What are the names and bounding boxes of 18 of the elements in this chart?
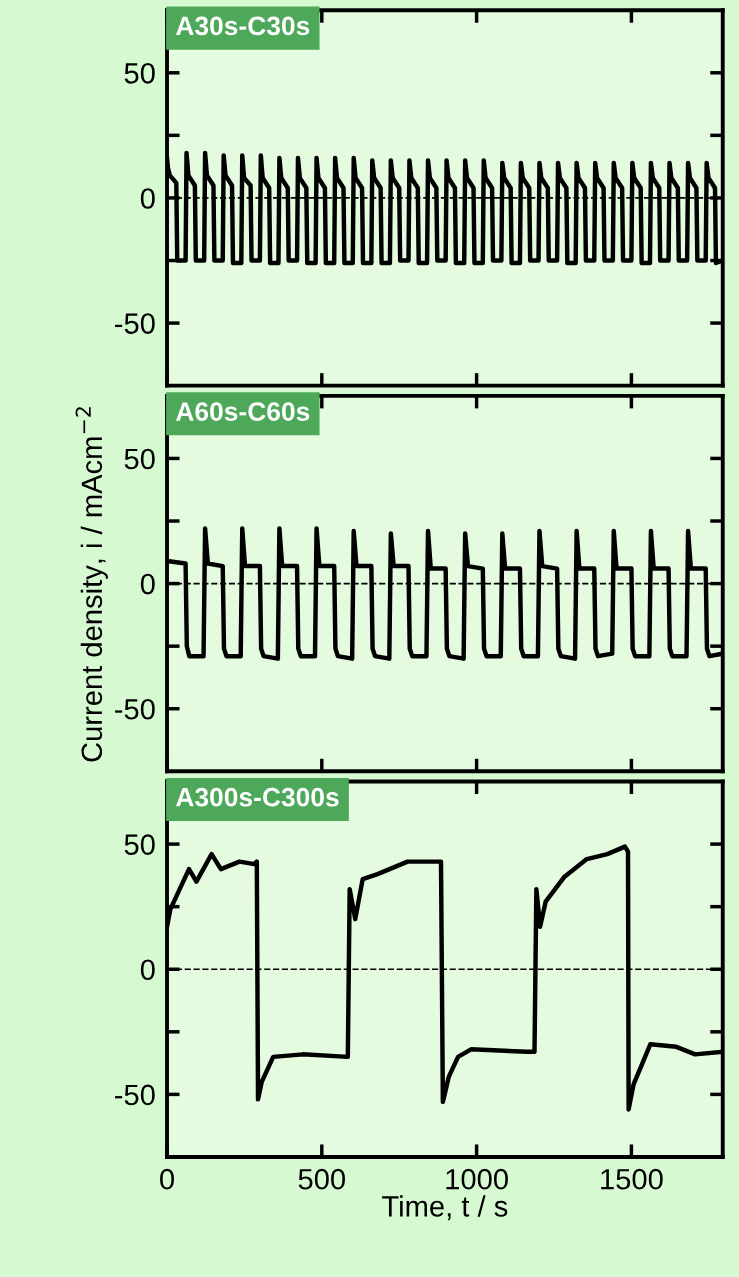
chart-title: A300s-C300s	[176, 787, 339, 807]
y-tick-label: 0	[140, 573, 155, 595]
y-tick-label: -50	[115, 698, 155, 720]
x-tick-label: 0	[160, 1168, 174, 1190]
y-tick-label: -50	[115, 313, 155, 334]
y-tick-label: -50	[115, 1084, 155, 1106]
y-tick-label: 0	[140, 959, 155, 981]
chart-title: A60s-C60s	[176, 402, 310, 421]
x-tick-label: 500	[298, 1168, 346, 1190]
y-tick-label: 50	[124, 834, 155, 855]
y-tick-label: 0	[140, 188, 155, 209]
y-tick-label: 50	[124, 62, 155, 84]
x-tick-label: 1000	[446, 1168, 508, 1190]
y-axis-title: Current density, i / mAcm$^{−2}$	[75, 407, 108, 762]
x-axis-title: Time, t / s	[382, 1195, 508, 1221]
x-tick-label: 1500	[601, 1168, 663, 1190]
chart-title: A30s-C30s	[176, 16, 310, 36]
y-tick-label: 50	[124, 448, 155, 470]
